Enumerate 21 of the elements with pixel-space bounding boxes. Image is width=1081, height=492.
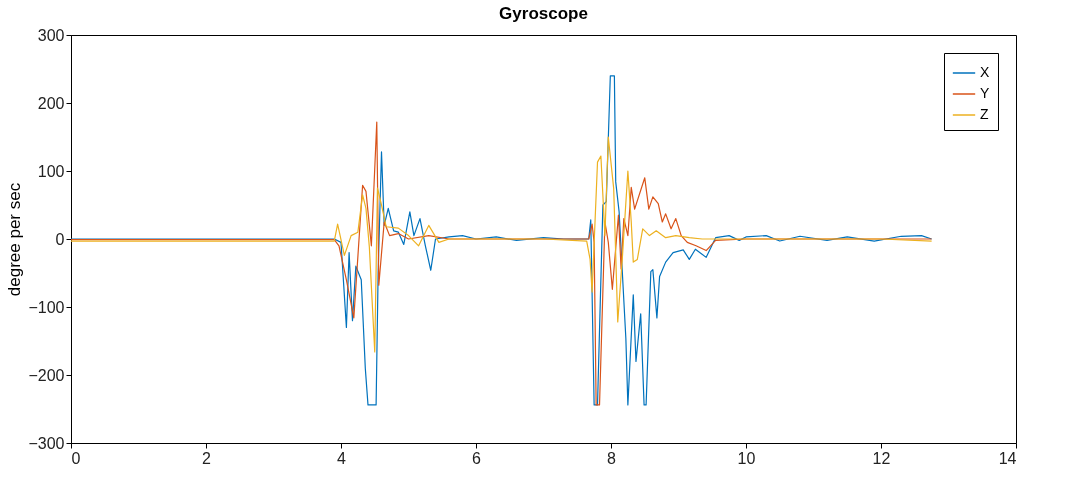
x-tick-label: 4: [337, 449, 347, 467]
line-series: [70, 136, 933, 353]
legend-label: Z: [980, 106, 989, 122]
x-tick-label: 12: [872, 449, 891, 467]
x-tick-label: 14: [998, 449, 1017, 467]
legend-label: X: [980, 64, 990, 80]
y-tick-label: 300: [37, 26, 65, 44]
y-tick-label: −100: [28, 298, 65, 316]
x-tick-label: 8: [607, 449, 617, 467]
x-tick-label: 6: [472, 449, 482, 467]
y-tick-label: −200: [28, 366, 65, 384]
y-tick-label: 0: [55, 230, 65, 248]
y-tick-label: 100: [37, 162, 65, 180]
y-tick-label: 200: [37, 94, 65, 112]
y-tick-label: −300: [28, 434, 65, 452]
legend-label: Y: [980, 85, 990, 101]
x-tick-label: 0: [71, 449, 81, 467]
x-tick-label: 10: [737, 449, 756, 467]
x-tick-label: 2: [202, 449, 212, 467]
y-axis-title: degree per sec: [5, 182, 25, 297]
chart-title: Gyroscope: [499, 4, 588, 23]
